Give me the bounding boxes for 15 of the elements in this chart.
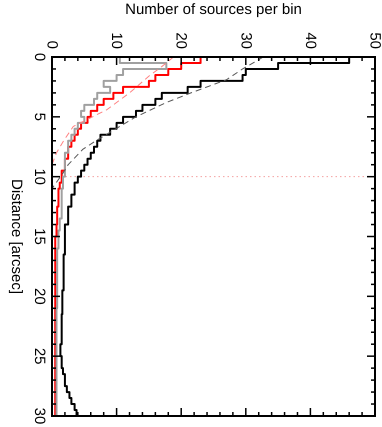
x-axis-title: Number of sources per bin bbox=[125, 1, 302, 18]
y-tick-label: 15 bbox=[31, 228, 48, 245]
x-tick-label: 40 bbox=[302, 32, 319, 49]
y-tick-label: 25 bbox=[31, 348, 48, 365]
x-tick-label: 50 bbox=[366, 32, 382, 49]
y-tick-label: 20 bbox=[31, 288, 48, 305]
y-tick-label: 10 bbox=[31, 168, 48, 186]
x-tick-label: 10 bbox=[108, 32, 126, 49]
y-axis-title: Distance [arcsec] bbox=[8, 178, 25, 294]
x-tick-label: 0 bbox=[44, 40, 60, 49]
y-tick-label: 5 bbox=[31, 112, 48, 122]
x-tick-label: 30 bbox=[237, 32, 254, 49]
y-tick-label: 30 bbox=[31, 408, 48, 424]
y-tick-label: 0 bbox=[31, 52, 48, 62]
x-tick-label: 20 bbox=[172, 32, 190, 49]
